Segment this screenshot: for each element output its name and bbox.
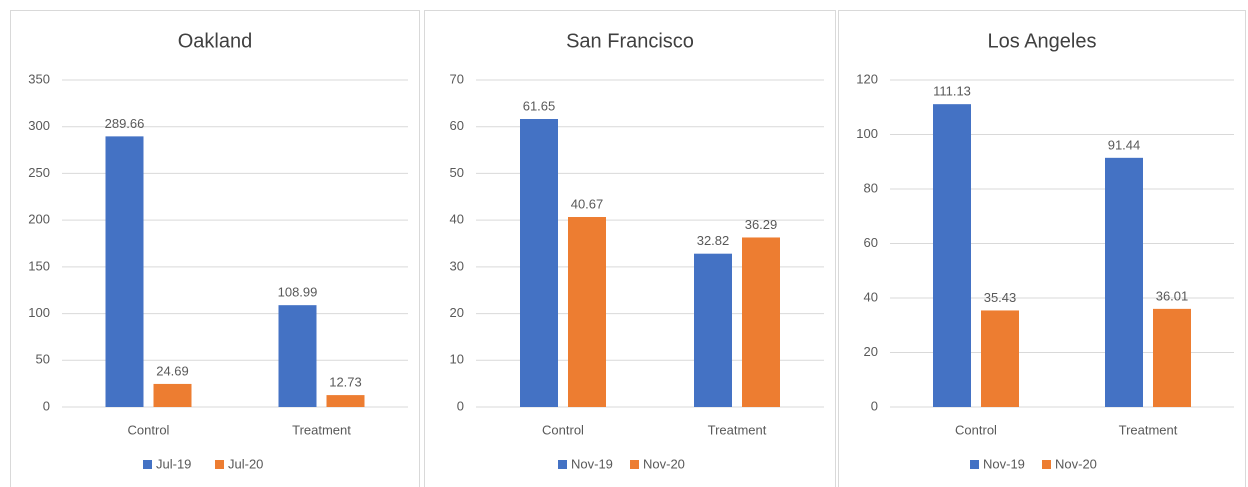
bar bbox=[568, 217, 606, 407]
x-tick-label: Control bbox=[128, 422, 170, 437]
bar bbox=[520, 119, 558, 407]
bar bbox=[742, 237, 780, 407]
legend-swatch bbox=[630, 460, 639, 469]
legend-label: Jul-19 bbox=[156, 456, 191, 471]
y-tick-label: 40 bbox=[864, 289, 878, 304]
data-label: 108.99 bbox=[278, 285, 318, 300]
legend-label: Nov-20 bbox=[1055, 456, 1097, 471]
legend-swatch bbox=[143, 460, 152, 469]
y-tick-label: 20 bbox=[864, 344, 878, 359]
y-tick-label: 0 bbox=[43, 398, 50, 413]
legend-swatch bbox=[970, 460, 979, 469]
data-label: 91.44 bbox=[1108, 137, 1141, 152]
legend-label: Jul-20 bbox=[228, 456, 263, 471]
legend-swatch bbox=[215, 460, 224, 469]
legend-label: Nov-19 bbox=[983, 456, 1025, 471]
data-label: 24.69 bbox=[156, 363, 189, 378]
data-label: 32.82 bbox=[697, 233, 730, 248]
panel-border bbox=[424, 10, 836, 487]
bar bbox=[981, 310, 1019, 407]
data-label: 40.67 bbox=[571, 196, 604, 211]
legend-swatch bbox=[1042, 460, 1051, 469]
y-tick-label: 100 bbox=[28, 305, 50, 320]
x-tick-label: Treatment bbox=[708, 422, 767, 437]
bar bbox=[278, 305, 317, 407]
legend-label: Nov-19 bbox=[571, 456, 613, 471]
y-tick-label: 10 bbox=[450, 352, 464, 367]
y-tick-label: 250 bbox=[28, 165, 50, 180]
bar bbox=[1153, 308, 1191, 407]
y-tick-label: 60 bbox=[450, 118, 464, 133]
y-tick-label: 200 bbox=[28, 212, 50, 227]
x-tick-label: Control bbox=[955, 422, 997, 437]
y-tick-label: 70 bbox=[450, 71, 464, 86]
panel-border bbox=[10, 10, 420, 487]
y-tick-label: 150 bbox=[28, 258, 50, 273]
y-tick-label: 350 bbox=[28, 71, 50, 86]
legend-label: Nov-20 bbox=[643, 456, 685, 471]
data-label: 289.66 bbox=[105, 116, 145, 131]
y-tick-label: 100 bbox=[856, 126, 878, 141]
data-label: 36.29 bbox=[745, 217, 778, 232]
y-tick-label: 60 bbox=[864, 235, 878, 250]
chart-title: Oakland bbox=[178, 30, 253, 52]
y-tick-label: 40 bbox=[450, 212, 464, 227]
data-label: 35.43 bbox=[984, 290, 1017, 305]
y-tick-label: 30 bbox=[450, 258, 464, 273]
bar bbox=[694, 253, 732, 407]
bar bbox=[326, 395, 365, 407]
bar bbox=[933, 104, 971, 408]
y-tick-label: 0 bbox=[457, 398, 464, 413]
data-label: 61.65 bbox=[523, 98, 556, 113]
x-tick-label: Treatment bbox=[1119, 422, 1178, 437]
bar bbox=[105, 136, 144, 407]
x-tick-label: Control bbox=[542, 422, 584, 437]
y-tick-label: 50 bbox=[450, 165, 464, 180]
bar bbox=[1105, 157, 1143, 407]
bar bbox=[153, 383, 192, 407]
legend-swatch bbox=[558, 460, 567, 469]
y-tick-label: 120 bbox=[856, 71, 878, 86]
y-tick-label: 50 bbox=[36, 352, 50, 367]
x-tick-label: Treatment bbox=[292, 422, 351, 437]
data-label: 36.01 bbox=[1156, 288, 1189, 303]
y-tick-label: 0 bbox=[871, 398, 878, 413]
y-tick-label: 80 bbox=[864, 180, 878, 195]
y-tick-label: 300 bbox=[28, 118, 50, 133]
y-tick-label: 20 bbox=[450, 305, 464, 320]
chart-title: Los Angeles bbox=[988, 30, 1097, 52]
panel-border bbox=[838, 10, 1246, 487]
data-label: 12.73 bbox=[329, 375, 362, 390]
chart-title: San Francisco bbox=[566, 30, 694, 52]
data-label: 111.13 bbox=[933, 84, 971, 99]
